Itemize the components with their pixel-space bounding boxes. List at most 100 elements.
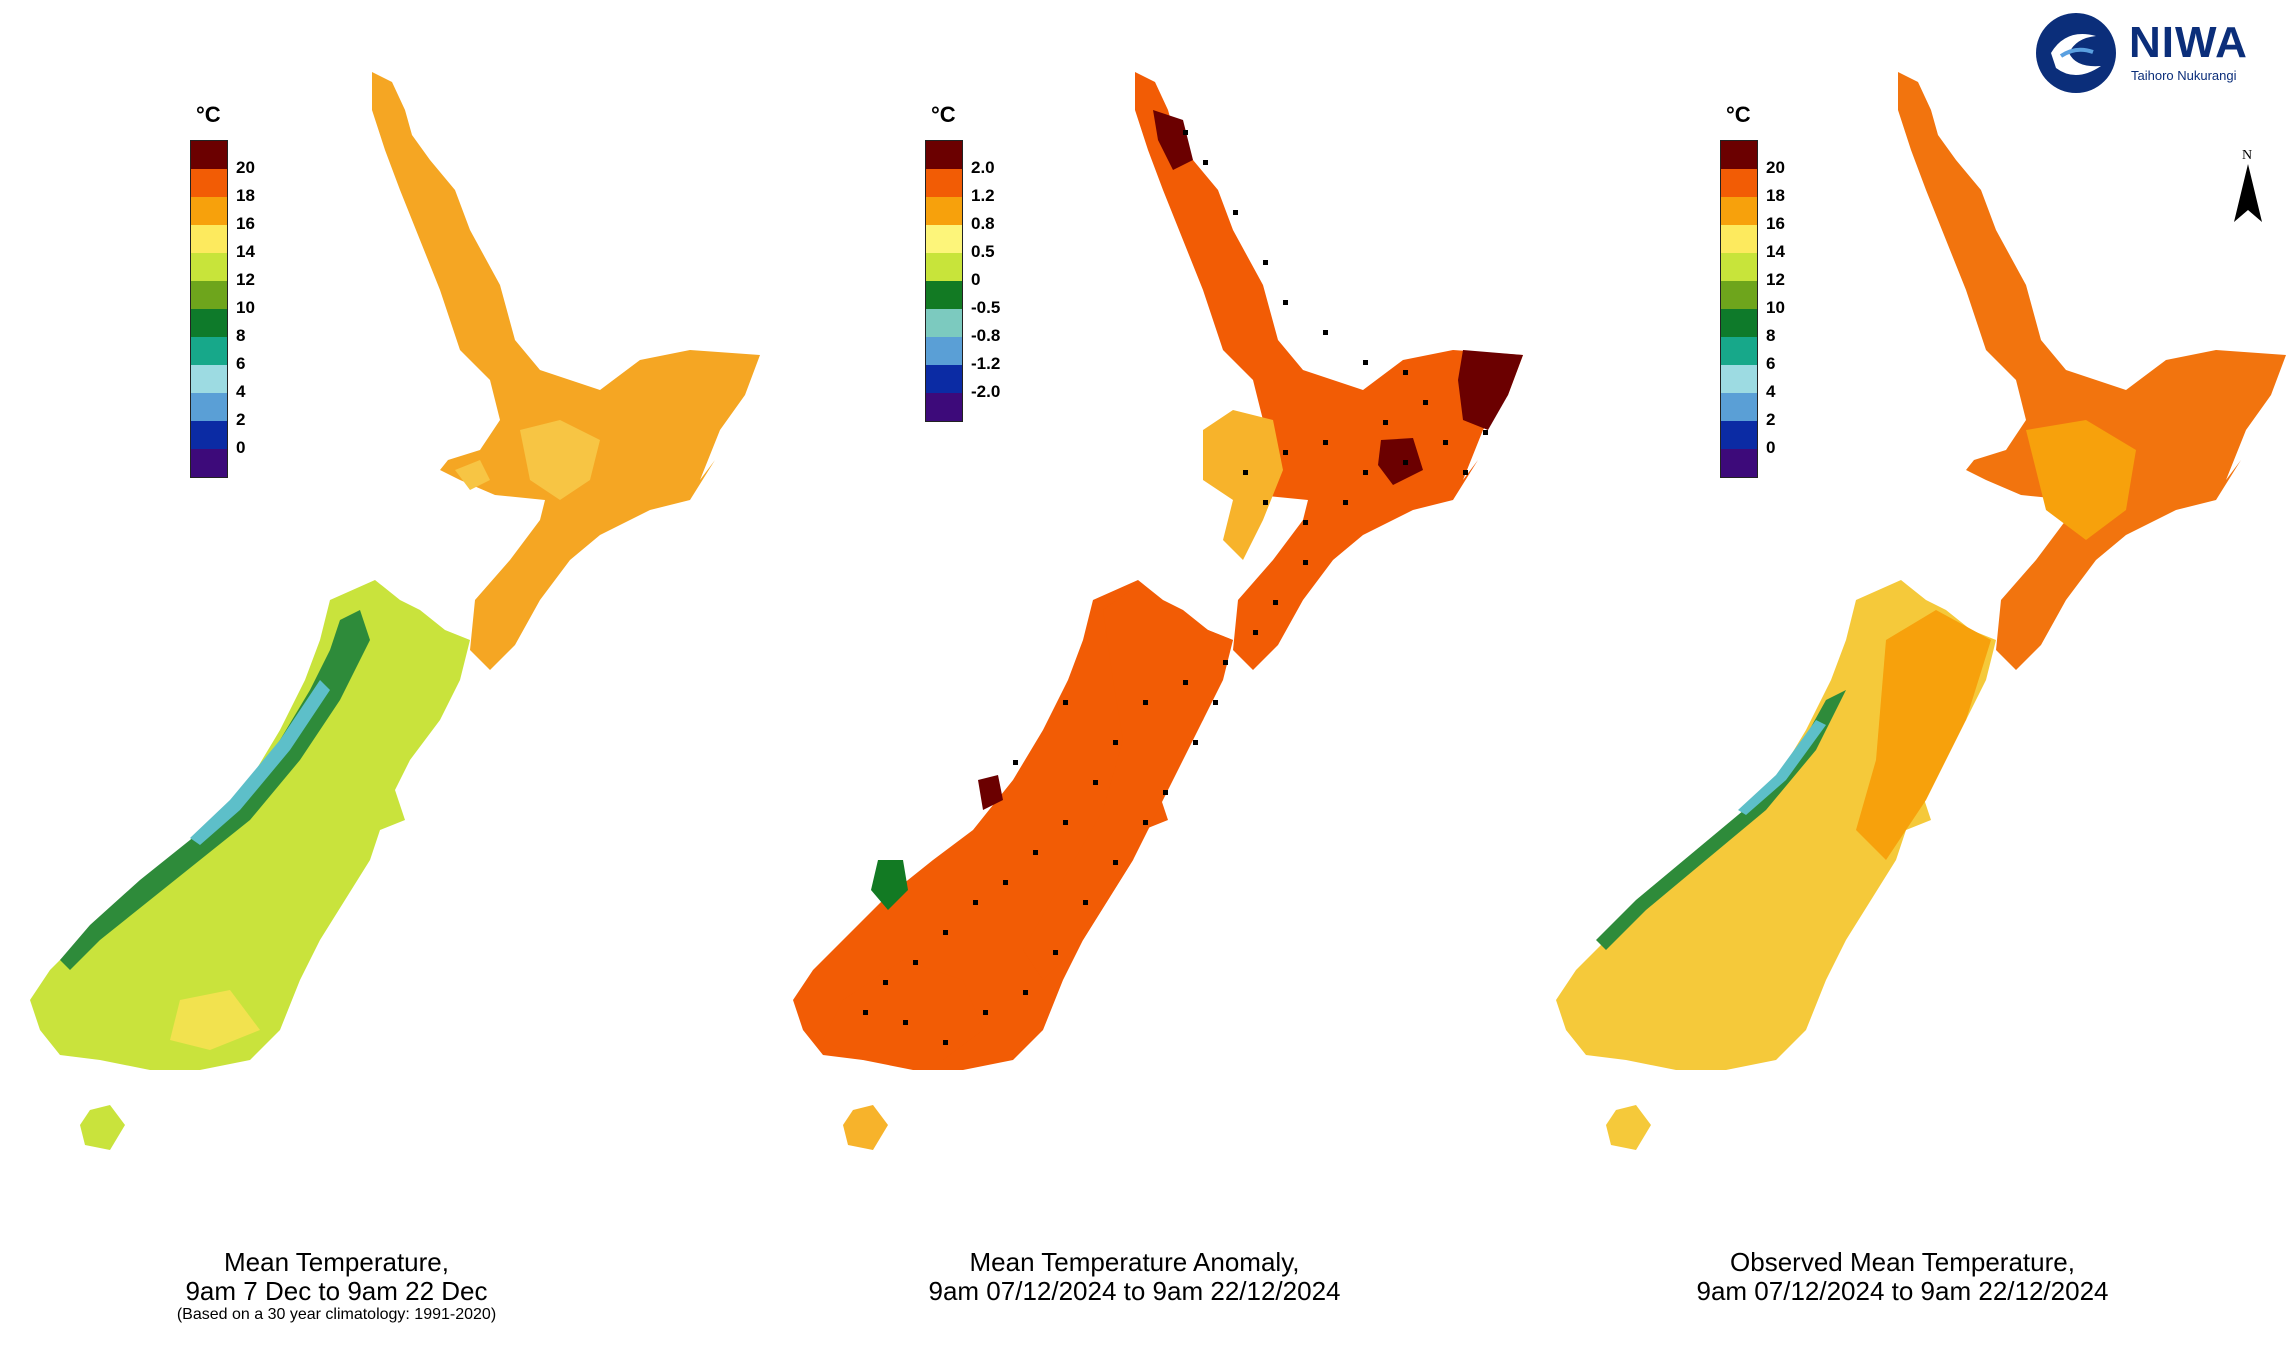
legend-tick-label: -2.0 [971,382,1001,401]
legend-swatch [1721,197,1757,225]
station-marker [1243,470,1248,475]
station-marker [913,960,918,965]
station-marker [1403,370,1408,375]
legend-tick-label: 18 [1766,186,1785,205]
station-marker [1083,900,1088,905]
legend-tick-label: 4 [1766,382,1776,401]
legend-tick-label: 0 [236,438,246,457]
station-marker [1193,740,1198,745]
legend-tick-label: 12 [1766,270,1785,289]
station-marker [1213,700,1218,705]
legend-tick-label: 18 [236,186,255,205]
legend-swatch [191,309,227,337]
legend-swatch [1721,225,1757,253]
legend-swatch [926,253,962,281]
legend-tick-label: 16 [236,214,255,233]
legend-unit: °C [196,102,221,127]
caption-period: 9am 07/12/2024 to 9am 22/12/2024 [928,1276,1341,1306]
caption-title: Mean Temperature, [224,1247,449,1277]
nz-map-anomaly [793,72,1523,1150]
legend-tick-label: 6 [1766,354,1776,373]
legend-swatch [926,393,962,421]
station-marker [1303,520,1308,525]
logo-name: NIWA [2129,18,2248,67]
station-marker [1253,630,1258,635]
station-marker [1273,600,1278,605]
legend-swatch [191,393,227,421]
legend-tick-label: 12 [236,270,255,289]
legend-tick-label: 2 [236,410,246,429]
legend-tick-label: -0.8 [971,326,1001,345]
legend-swatch [926,337,962,365]
legend-swatch [1721,393,1757,421]
station-marker [1033,850,1038,855]
station-marker [1233,210,1238,215]
station-marker [1053,950,1058,955]
legend-tick-label: 14 [236,242,255,261]
legend-swatch [926,169,962,197]
legend-swatch [191,225,227,253]
station-marker [1363,470,1368,475]
legend-swatch [1721,337,1757,365]
north-arrow-icon [2234,164,2262,222]
nz-map-observed [1556,72,2286,1150]
legend-swatch [926,365,962,393]
legend-tick-label: 14 [1766,242,1785,261]
station-marker [1183,680,1188,685]
station-marker [1463,470,1468,475]
legend-unit: °C [1726,102,1751,127]
station-marker [1063,820,1068,825]
south-island [1556,580,1996,1150]
legend-tick-label: 10 [1766,298,1785,317]
legend-color-bar [190,140,228,478]
legend-tick-label: 0.8 [971,214,995,233]
station-marker [1093,780,1098,785]
station-marker [1443,440,1448,445]
caption-period: 9am 07/12/2024 to 9am 22/12/2024 [1696,1276,2109,1306]
station-marker [1023,990,1028,995]
station-marker [1113,860,1118,865]
station-marker [1283,450,1288,455]
panel-observed: °C 20 18 16 14 12 10 8 6 4 2 0 Observed Mean Temper… [1526,0,2289,1350]
north-island [1898,72,2286,670]
legend-swatch [191,141,227,169]
south-island [30,580,470,1150]
legend-tick-label: 1.2 [971,186,995,205]
legend-color-bar [925,140,963,422]
panel-climatology: °C 20 18 16 14 12 10 8 6 4 2 0 Mean Temperature, 9a… [0,0,763,1350]
niwa-swirl-icon [2036,13,2116,93]
legend-swatch [1721,281,1757,309]
legend-tick-label: 20 [1766,158,1785,177]
legend-swatch [1721,365,1757,393]
legend-tick-label: -0.5 [971,298,1001,317]
legend-swatch [1721,169,1757,197]
station-marker [1063,700,1068,705]
legend-swatch [926,197,962,225]
south-island [793,580,1233,1150]
station-marker [983,1010,988,1015]
legend-swatch [191,449,227,477]
caption-note: (Based on a 30 year climatology: 1991-20… [176,1306,497,1323]
legend-swatch [191,337,227,365]
legend-swatch [191,365,227,393]
station-marker [1203,160,1208,165]
legend-tick-label: 16 [1766,214,1785,233]
station-marker [1323,440,1328,445]
station-marker [1163,790,1168,795]
legend-tick-label: 2.0 [971,158,995,177]
station-marker [973,900,978,905]
legend-tick-label: 10 [236,298,255,317]
station-marker [1003,880,1008,885]
legend-tick-label: 0.5 [971,242,995,261]
legend-swatch [191,197,227,225]
legend-swatch [191,169,227,197]
caption-anomaly: Mean Temperature Anomaly, 9am 07/12/2024… [753,1248,1516,1306]
caption-period: 9am 7 Dec to 9am 22 Dec [185,1276,488,1306]
legend-tick-label: 2 [1766,410,1776,429]
legend-tick-label: 8 [1766,326,1776,345]
legend-swatch [1721,309,1757,337]
station-marker [1183,130,1188,135]
north-label: N [2242,148,2253,163]
caption-title: Mean Temperature Anomaly, [969,1247,1300,1277]
legend-swatch [926,281,962,309]
